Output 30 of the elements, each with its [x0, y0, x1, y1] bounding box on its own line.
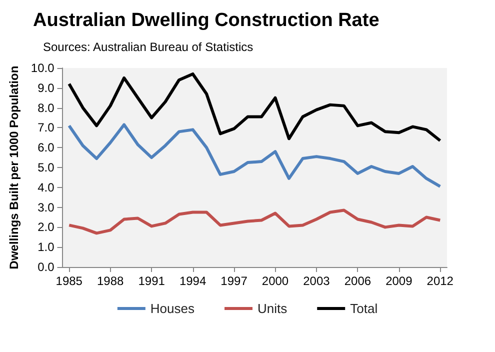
chart-title: Australian Dwelling Construction Rate [33, 10, 380, 31]
y-tick-label: 6.0 [38, 140, 55, 155]
y-tick-label: 9.0 [38, 80, 55, 95]
legend-label: Houses [150, 301, 195, 316]
y-tick-label: 3.0 [38, 200, 55, 214]
y-tick-label: 5.0 [38, 160, 55, 174]
y-tick-label: 10.0 [30, 61, 55, 75]
x-tick-label: 1985 [56, 274, 83, 288]
y-tick-label: 1.0 [38, 240, 55, 254]
legend-label: Total [350, 301, 378, 316]
x-tick-label: 2009 [386, 274, 413, 288]
y-tick-label: 2.0 [38, 220, 55, 234]
chart-subtitle: Sources: Australian Bureau of Statistics [43, 40, 254, 54]
line-series [68, 123, 442, 188]
x-tick-label: 1994 [179, 274, 206, 288]
x-tick-label: 1991 [138, 274, 166, 288]
y-tick-label: 7.0 [38, 120, 55, 135]
y-axis-title: Dwellings Built per 1000 Population [7, 66, 21, 270]
line-series [68, 72, 442, 142]
x-tick-label: 2000 [262, 274, 289, 288]
legend-label: Units [258, 301, 288, 316]
x-tick-label: 1997 [220, 274, 248, 288]
y-tick-label: 0.0 [38, 260, 55, 274]
y-tick-label: 4.0 [38, 180, 55, 194]
y-tick-label: 8.0 [38, 100, 55, 115]
x-tick-label: 1988 [96, 274, 124, 288]
x-tick-label: 2006 [344, 274, 372, 288]
x-tick-label: 2003 [303, 274, 330, 288]
line-series [68, 208, 442, 235]
x-tick-label: 2012 [426, 274, 454, 288]
